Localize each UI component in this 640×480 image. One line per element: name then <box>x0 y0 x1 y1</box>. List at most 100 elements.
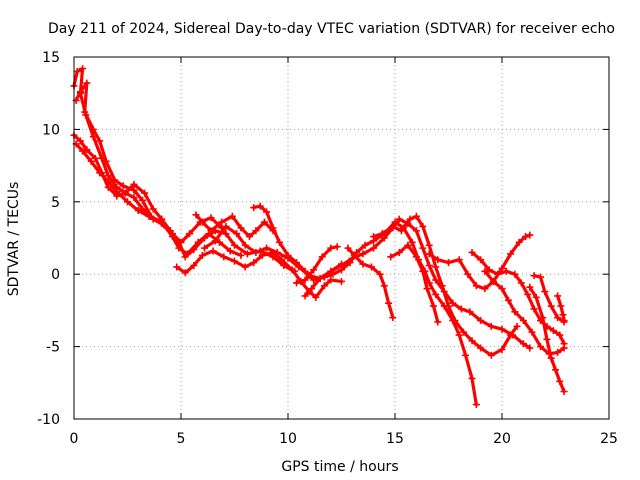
x-tick-label: 25 <box>600 431 618 447</box>
data-point-marker <box>515 238 523 246</box>
data-point-marker <box>554 314 562 322</box>
series-track-8 <box>250 202 480 409</box>
series-line <box>427 233 532 291</box>
data-point-marker <box>87 157 95 165</box>
series-track-5 <box>173 247 345 301</box>
data-point-marker <box>543 335 551 343</box>
data-point-marker <box>273 248 281 256</box>
data-point-marker <box>517 279 525 287</box>
data-point-marker <box>327 244 335 252</box>
x-tick-label: 5 <box>177 431 186 447</box>
data-point-marker <box>263 208 271 216</box>
data-point-marker <box>198 218 206 226</box>
data-point-marker <box>552 366 559 374</box>
data-point-marker <box>513 322 521 330</box>
data-point-marker <box>404 241 412 249</box>
data-point-marker <box>359 260 367 268</box>
series-track-10 <box>301 215 534 352</box>
data-point-marker <box>468 374 476 382</box>
data-series <box>70 65 568 409</box>
data-point-marker <box>327 276 335 284</box>
data-point-marker <box>380 234 388 242</box>
data-point-marker <box>181 269 189 277</box>
x-axis-label: GPS time / hours <box>281 459 398 475</box>
data-point-marker <box>83 79 91 87</box>
data-point-marker <box>149 205 157 213</box>
data-point-marker <box>250 204 258 212</box>
data-point-marker <box>96 169 104 177</box>
data-point-marker <box>549 327 557 335</box>
data-point-marker <box>370 244 378 252</box>
data-point-marker <box>250 259 258 267</box>
data-point-marker <box>560 344 568 352</box>
data-point-marker <box>226 247 234 255</box>
data-point-marker <box>511 308 519 316</box>
data-point-marker <box>177 238 185 246</box>
data-point-marker <box>124 198 131 206</box>
data-point-marker <box>344 244 352 252</box>
data-point-marker <box>91 154 99 162</box>
data-point-marker <box>367 263 375 271</box>
data-point-marker <box>504 296 512 304</box>
data-point-marker <box>201 244 209 252</box>
data-point-marker <box>231 241 238 249</box>
data-point-marker <box>481 285 489 293</box>
data-point-marker <box>412 227 420 235</box>
data-point-marker <box>528 328 536 336</box>
data-point-marker <box>395 215 403 223</box>
data-point-marker <box>209 247 217 255</box>
data-point-marker <box>477 344 485 352</box>
data-point-marker <box>526 344 534 352</box>
data-point-marker <box>96 137 104 145</box>
data-point-marker <box>83 146 91 154</box>
data-point-marker <box>207 214 215 222</box>
data-point-marker <box>186 230 194 238</box>
data-point-marker <box>395 248 403 256</box>
data-point-marker <box>138 196 146 204</box>
data-point-marker <box>308 285 316 293</box>
data-point-marker <box>237 224 245 232</box>
data-point-marker <box>532 293 540 301</box>
data-point-marker <box>293 279 301 287</box>
data-point-marker <box>320 282 328 290</box>
series-line <box>252 204 478 407</box>
y-axis-label: SDTVAR / TECUs <box>6 182 22 297</box>
data-point-marker <box>359 250 367 258</box>
data-point-marker <box>511 270 519 278</box>
series-track-19 <box>554 292 568 325</box>
data-point-marker <box>183 250 191 258</box>
data-point-marker <box>102 157 110 165</box>
data-point-marker <box>113 188 121 196</box>
data-point-marker <box>130 186 138 194</box>
data-point-marker <box>192 211 200 219</box>
data-point-marker <box>519 317 527 325</box>
data-point-marker <box>318 253 326 261</box>
data-point-marker <box>222 222 230 230</box>
series-track-17 <box>526 283 568 395</box>
data-point-marker <box>385 299 393 307</box>
data-point-marker <box>472 282 480 290</box>
data-point-marker <box>76 88 84 96</box>
data-point-marker <box>468 337 476 345</box>
data-point-marker <box>425 262 433 270</box>
y-tick-label: 10 <box>42 122 60 138</box>
data-point-marker <box>130 193 138 201</box>
data-point-marker <box>301 292 309 300</box>
data-point-marker <box>141 189 149 197</box>
data-point-marker <box>445 259 452 267</box>
data-point-marker <box>243 250 251 258</box>
data-point-marker <box>539 314 547 322</box>
data-point-marker <box>464 270 472 278</box>
plot-frame <box>73 56 610 420</box>
series-line <box>389 243 440 324</box>
data-point-marker <box>73 67 81 75</box>
data-point-marker <box>530 305 538 313</box>
data-point-marker <box>293 259 301 267</box>
data-point-marker <box>554 292 562 300</box>
data-point-marker <box>207 227 215 235</box>
data-point-marker <box>455 331 463 339</box>
data-point-marker <box>472 401 480 409</box>
data-point-marker <box>519 340 527 348</box>
data-point-marker <box>547 354 555 362</box>
data-point-marker <box>338 277 345 285</box>
